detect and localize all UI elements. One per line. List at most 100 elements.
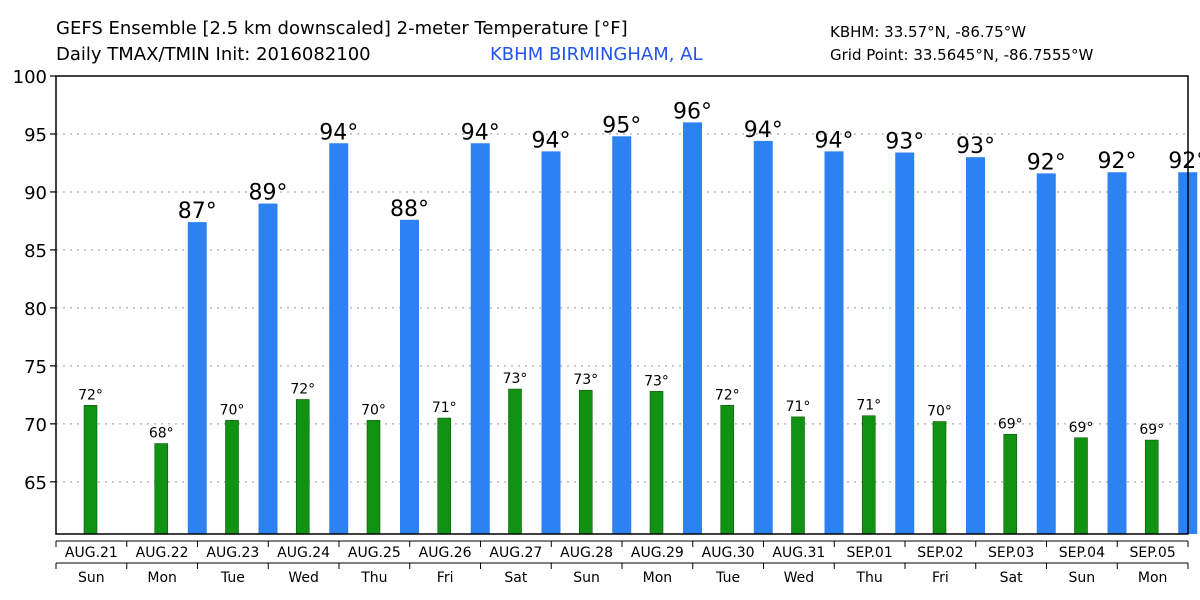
tmin-bar: [932, 421, 947, 535]
weekday-label: Mon: [147, 570, 177, 586]
date-label: AUG.21: [65, 545, 118, 561]
y-tick-label: 85: [24, 241, 47, 262]
weekday-label: Sun: [573, 570, 600, 586]
date-label: AUG.24: [277, 545, 330, 561]
tmin-bar: [225, 420, 239, 535]
date-label: AUG.22: [136, 545, 189, 561]
tmax-label: 94°: [319, 120, 358, 145]
date-label: AUG.28: [560, 545, 613, 561]
tmin-bar: [720, 404, 735, 535]
date-label: AUG.26: [419, 545, 472, 561]
tmax-bar: [966, 157, 985, 534]
weekday-label: Mon: [643, 570, 673, 586]
tmin-label: 69°: [998, 416, 1023, 432]
weekday-label: Sun: [78, 570, 105, 586]
tmin-label: 70°: [220, 402, 245, 418]
tmin-label: 73°: [503, 371, 528, 387]
weekday-label: Thu: [855, 570, 882, 586]
y-tick-label: 100: [13, 67, 47, 88]
tmin-label: 71°: [432, 400, 457, 416]
weekday-label: Tue: [715, 570, 740, 586]
tmax-bar: [470, 143, 490, 535]
station-name: KBHM BIRMINGHAM, AL: [490, 44, 703, 65]
weekday-label: Fri: [932, 570, 949, 586]
tmax-bar: [683, 122, 702, 534]
weekday-label: Mon: [1138, 570, 1168, 586]
plot-frame: [55, 75, 1189, 535]
date-label: SEP.05: [1129, 545, 1175, 561]
date-label: AUG.29: [631, 545, 684, 561]
weekday-label: Wed: [784, 570, 815, 586]
grid-point-coordinates: Grid Point: 33.5645°N, -86.7555°W: [830, 46, 1094, 64]
tmax-label: 88°: [390, 197, 429, 222]
tmax-bar: [541, 151, 561, 534]
tmin-label: 69°: [1069, 420, 1094, 436]
x-axis: AUG.21 Sun AUG.22 Mon AUG.23 Tue AUG.24 Wed AUG.…: [55, 540, 1189, 586]
bars: [83, 122, 1198, 535]
weekday-label: Sat: [504, 570, 527, 586]
date-label: AUG.27: [489, 545, 542, 561]
chart-title-line1: GEFS Ensemble [2.5 km downscaled] 2-mete…: [56, 18, 628, 39]
tmin-bar: [295, 399, 310, 535]
chart-title-line2: Daily TMAX/TMIN Init: 2016082100: [56, 44, 371, 65]
tmax-label: 92°: [1168, 149, 1200, 174]
station-coordinates: KBHM: 33.57°N, -86.75°W: [830, 23, 1026, 41]
tmin-bar: [366, 420, 381, 535]
tmin-bar: [1003, 433, 1018, 535]
tmin-label: 72°: [290, 381, 315, 397]
weekday-label: Sun: [1069, 570, 1096, 586]
tmax-bar: [753, 140, 773, 534]
y-axis: 65 70 75 80 85 90 95 100: [13, 67, 56, 494]
tmin-bar: [437, 417, 452, 535]
tmax-bar: [187, 222, 207, 535]
tmax-label: 94°: [461, 120, 500, 145]
date-label: SEP.02: [917, 545, 963, 561]
tmin-label: 73°: [573, 372, 598, 388]
tmin-label: 72°: [715, 387, 740, 403]
tmax-bar: [329, 143, 349, 535]
date-label: SEP.03: [988, 545, 1034, 561]
tmin-label: 70°: [927, 404, 952, 420]
tmax-label: 93°: [956, 134, 995, 159]
date-label: SEP.04: [1059, 545, 1105, 561]
weekday-label: Fri: [437, 570, 454, 586]
tmin-label: 71°: [856, 398, 881, 414]
date-label: AUG.23: [206, 545, 259, 561]
tmax-label: 93°: [885, 130, 924, 155]
weekday-label: Tue: [220, 570, 245, 586]
tmin-bar: [791, 416, 805, 535]
data-labels: 72° 68° 87° 70° 89° 72° 94° 70° 88° 71° 94° 73° 94° 7…: [78, 99, 1200, 441]
tmax-label: 94°: [744, 118, 783, 143]
tmax-label: 94°: [532, 128, 571, 153]
tmin-bar: [1144, 439, 1159, 535]
tmin-label: 73°: [644, 373, 669, 389]
tmin-bar: [83, 404, 98, 535]
tmax-label: 92°: [1098, 149, 1137, 174]
tmax-bar: [824, 151, 844, 534]
tmin-label: 69°: [1139, 422, 1164, 438]
tmax-label: 87°: [178, 199, 217, 224]
tmax-label: 92°: [1027, 150, 1066, 175]
tmin-bar: [154, 443, 169, 535]
date-label: AUG.30: [702, 545, 755, 561]
y-tick-label: 65: [24, 473, 47, 494]
y-tick-label: 70: [24, 415, 47, 436]
date-label: SEP.01: [846, 545, 892, 561]
tmax-bar: [258, 203, 278, 534]
tmax-bar: [1107, 172, 1127, 534]
tmax-bar: [612, 136, 632, 534]
tmin-label: 68°: [149, 426, 174, 442]
tmin-bar: [578, 389, 593, 535]
tmax-label: 95°: [602, 113, 641, 138]
y-tick-label: 80: [24, 299, 47, 320]
tmin-bar: [1074, 437, 1088, 535]
weekday-label: Wed: [288, 570, 319, 586]
weekday-label: Thu: [360, 570, 387, 586]
tmax-bar: [895, 152, 915, 534]
date-label: AUG.25: [348, 545, 401, 561]
tmax-bar: [400, 219, 419, 534]
tmin-label: 70°: [361, 402, 386, 418]
tmin-bar: [508, 388, 522, 535]
tmin-label: 72°: [78, 387, 103, 403]
